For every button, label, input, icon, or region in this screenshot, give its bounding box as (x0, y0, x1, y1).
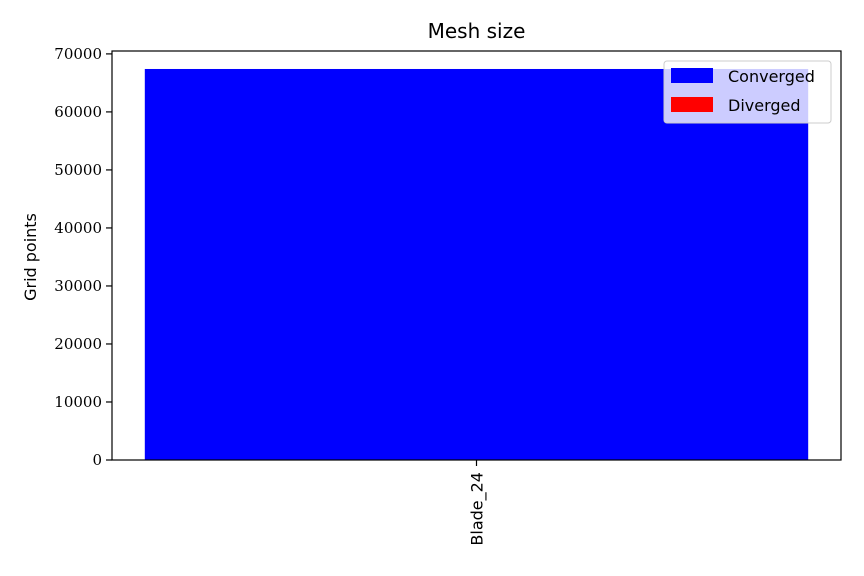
chart-title: Mesh size (428, 19, 526, 43)
y-tick-label: 0 (92, 451, 102, 469)
y-tick-label: 30000 (54, 277, 102, 295)
bar-converged-blade_24 (144, 68, 809, 460)
y-axis-ticks: 0 10000 20000 30000 40000 50000 60000 70000 (54, 45, 112, 469)
legend-swatch-converged (671, 68, 713, 83)
legend-swatch-diverged (671, 97, 713, 112)
y-tick-label: 40000 (54, 219, 102, 237)
y-tick-label: 20000 (54, 335, 102, 353)
y-axis-label: Grid points (21, 213, 40, 301)
y-tick-label: 60000 (54, 103, 102, 121)
x-axis-ticks: Blade_24 (468, 460, 488, 546)
legend-label-diverged: Diverged (728, 96, 801, 115)
legend: Converged Diverged (663, 60, 832, 124)
y-tick-label: 10000 (54, 393, 102, 411)
y-tick-label: 70000 (54, 45, 102, 63)
x-tick-label: Blade_24 (468, 472, 488, 546)
y-tick-label: 50000 (54, 161, 102, 179)
bars-group (144, 68, 809, 460)
plot-frame (111, 50, 842, 461)
legend-label-converged: Converged (728, 67, 815, 86)
